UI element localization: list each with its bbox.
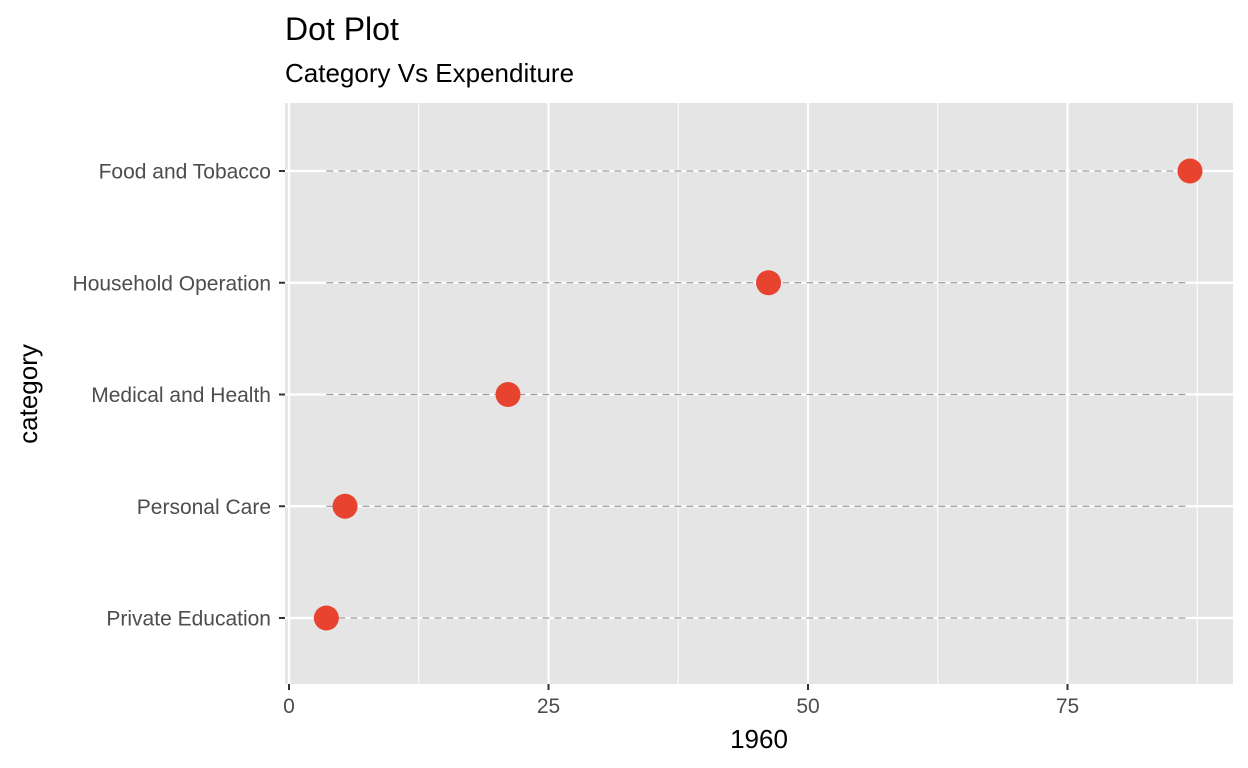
data-point (313, 605, 339, 631)
y-tick-label: Personal Care (137, 496, 271, 519)
y-tick-label: Private Education (106, 608, 271, 631)
data-point (495, 382, 521, 407)
chart-subtitle: Category Vs Expenditure (285, 58, 574, 88)
y-axis-title: category (13, 344, 43, 444)
x-tick-label: 25 (537, 695, 560, 718)
x-tick-label: 75 (1056, 695, 1079, 718)
axis-layer: Food and Tobacco Household Operation Medic… (73, 161, 1080, 719)
y-tick-label: Food and Tobacco (99, 161, 271, 184)
x-tick-label: 50 (796, 695, 819, 718)
data-point (1177, 158, 1203, 184)
chart-title: Dot Plot (285, 11, 399, 47)
data-point (756, 270, 782, 296)
x-axis-title: 1960 (730, 724, 788, 754)
y-tick-label: Medical and Health (91, 384, 271, 407)
point-layer (313, 158, 1203, 631)
data-point (332, 493, 358, 519)
y-tick-label: Household Operation (73, 272, 271, 295)
x-tick-label: 0 (283, 695, 295, 718)
